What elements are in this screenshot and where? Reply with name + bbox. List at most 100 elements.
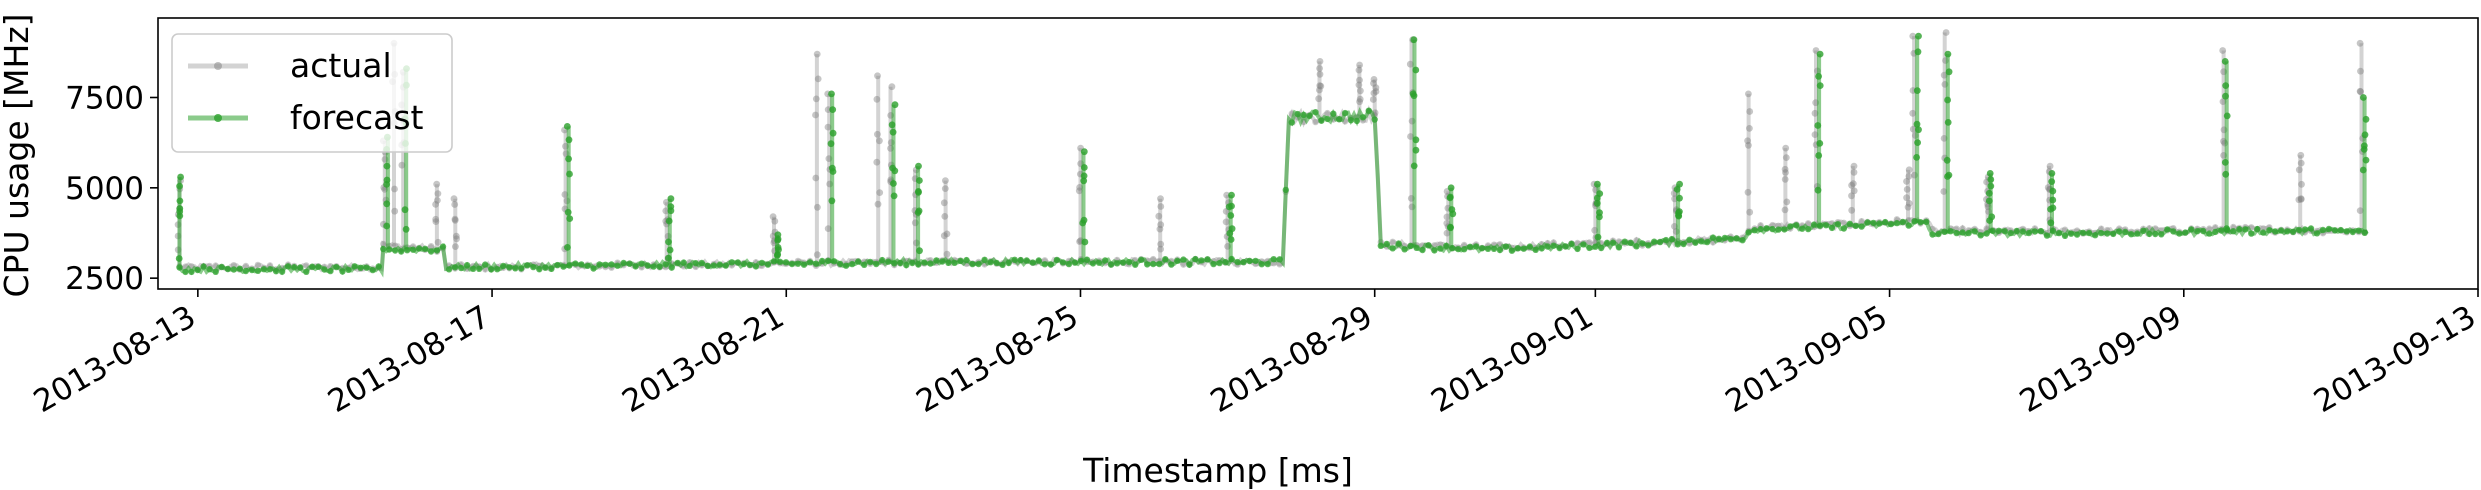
data-point [2284,228,2291,235]
legend-label: forecast [290,98,424,137]
spike-point [662,207,670,215]
data-point [470,265,477,272]
data-point [1150,260,1157,268]
spike-point [383,200,391,208]
spike-point [667,195,675,203]
spike-point [1943,156,1951,164]
data-point [2236,226,2243,233]
spike-point [2359,166,2367,174]
data-point [1059,259,1067,266]
spike-point [1985,189,1993,197]
data-point [800,261,808,268]
spike-point [1370,79,1377,87]
data-point [1556,244,1563,252]
data-point [921,259,928,266]
data-point [2110,230,2117,238]
spike-point [812,174,820,182]
data-point [451,264,459,271]
spike-point [1815,152,1823,159]
data-point [1288,119,1296,126]
spike-point [1410,36,1418,44]
data-point [1472,243,1480,250]
spike-point [2049,196,2057,204]
spike-point [452,232,460,240]
spike-point [814,203,821,211]
spike-point [1412,66,1420,74]
spike-point [1223,191,1231,199]
spike-point [453,235,460,243]
data-point [536,266,543,273]
spike-point [391,207,399,215]
y-tick-label: 5000 [65,171,144,207]
spike-point [824,225,832,233]
y-axis-label: CPU usage [MHz] [0,13,36,297]
spike-point [1157,221,1165,229]
data-point [1484,245,1492,252]
spike-point [1915,126,1922,134]
spike-point [434,197,441,204]
data-point [1119,259,1127,266]
data-point [488,266,495,273]
data-point [1544,243,1551,250]
data-point [945,259,952,266]
spike-point [2361,131,2369,139]
data-point [1656,238,1664,246]
x-tick-label: 2013-08-25 [910,299,1084,420]
spike-point [432,215,440,223]
data-point [2073,231,2081,238]
spike-point [1591,226,1599,234]
data-point [1431,247,1438,254]
spike-point [1849,180,1857,188]
data-point [1870,219,1877,227]
spike-point [888,121,896,129]
legend-box [171,33,453,153]
data-point [1101,257,1109,264]
data-point [369,266,376,274]
series-markers [176,107,2368,276]
data-point [1977,232,1984,239]
data-point [206,266,213,273]
data-point [351,263,358,270]
spike-point [943,230,951,238]
spike-point [2356,207,2364,215]
data-point [2337,226,2344,234]
spike-point [1594,233,1602,241]
data-point [2061,232,2069,239]
data-point [1586,239,1593,246]
data-point [975,260,982,268]
data-point [1887,220,1895,228]
data-point [409,246,417,253]
data-point [1995,227,2003,234]
spike-point [2297,159,2305,167]
data-point [1793,222,1800,229]
spike-point [1594,180,1601,188]
data-point [1336,116,1343,123]
data-point [2037,227,2045,235]
spike-point [2298,180,2305,188]
spike-point [1317,82,1325,90]
data-point [1330,110,1337,117]
data-point [2272,228,2279,235]
data-point [1971,228,1978,235]
spike-point [1942,29,1950,36]
spike-point [1372,88,1380,95]
data-point [1168,261,1175,268]
data-point [572,260,579,267]
data-point [638,260,645,267]
spike-point [874,130,881,138]
data-point [969,260,976,268]
data-point [1216,259,1223,267]
data-point [224,265,231,273]
spike-point [1915,32,1922,40]
data-point [782,259,790,266]
spike-point [828,90,835,98]
spike-point [1944,50,1952,58]
data-point [1425,242,1432,249]
data-point [987,259,994,266]
data-point [218,263,225,271]
data-point [1186,261,1193,268]
data-point [620,259,627,267]
data-point [2122,228,2129,236]
spike-point [434,238,442,246]
data-point [2206,230,2213,237]
